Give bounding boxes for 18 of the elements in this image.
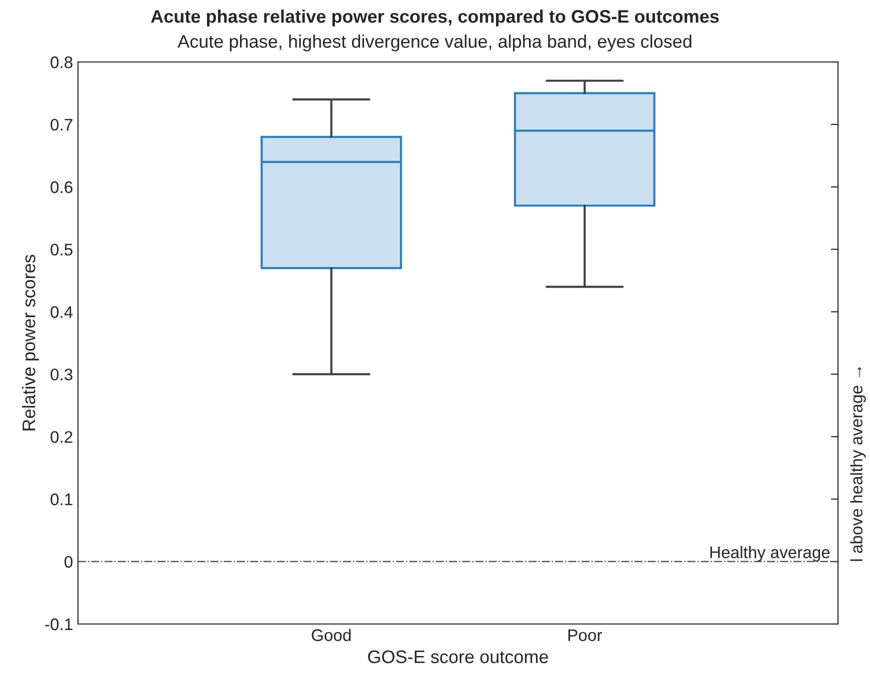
text: l above healthy average → xyxy=(850,367,866,561)
y-tick-label: 0.2 xyxy=(50,431,72,443)
y-tick-label: 0.4 xyxy=(50,306,73,318)
y-tick-label: 0.5 xyxy=(50,244,72,256)
y-tick-label: -0.1 xyxy=(45,618,72,630)
x-axis-title: GOS-E score outcome xyxy=(368,650,548,664)
y-tick-label: 0 xyxy=(64,556,72,568)
x-tick-label: Good xyxy=(312,628,351,642)
y-tick-label: 0.8 xyxy=(50,56,72,68)
y-tick-label: 0.3 xyxy=(50,368,72,380)
y-axis-title: Relative power scores xyxy=(22,254,39,430)
chart-subtitle: Acute phase, highest divergence value, alpha band, eyes closed xyxy=(178,34,692,52)
chart-title: Acute phase relative power scores, compared to GOS-E outcomes xyxy=(151,10,719,26)
y-tick-label: 0.7 xyxy=(50,118,72,131)
x-tick-label: Poor xyxy=(568,629,602,642)
ref-line-label: Healthy average xyxy=(710,546,830,562)
y-tick-label: 0.6 xyxy=(50,181,72,194)
y-tick-label: 0.1 xyxy=(50,494,72,506)
